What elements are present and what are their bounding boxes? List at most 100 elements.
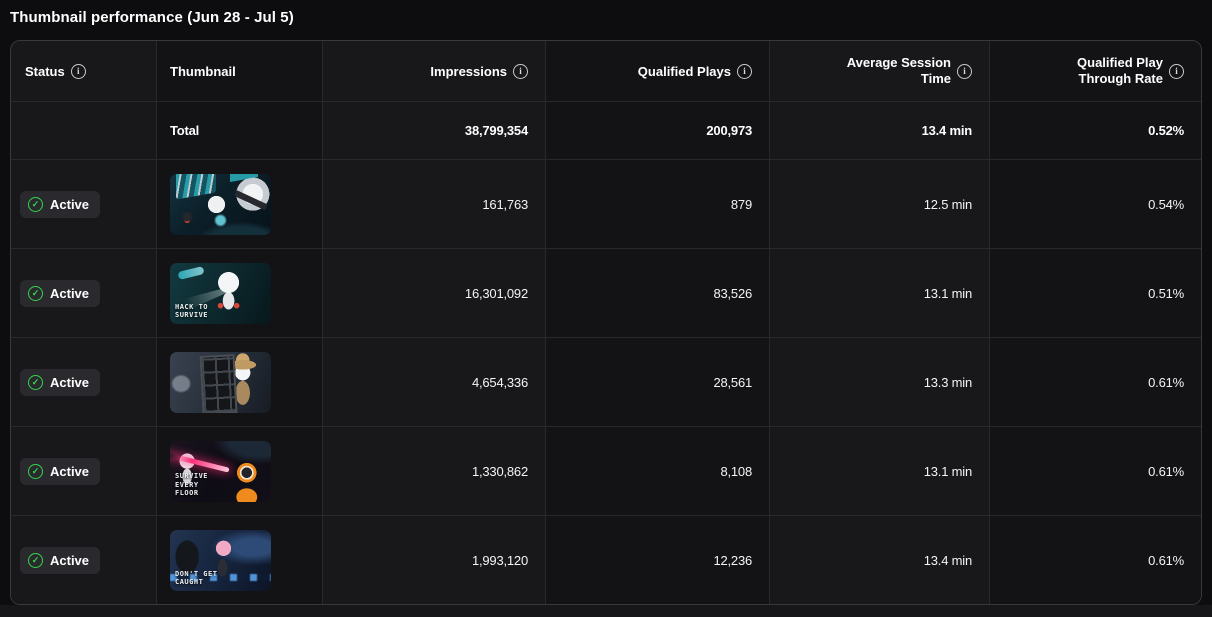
status-badge: ✓ Active — [20, 190, 101, 218]
status-badge: ✓ Active — [20, 368, 101, 396]
total-row: Total 38,799,354 200,973 13.4 min 0.52% — [11, 101, 1201, 159]
avg-session-time-cell: 13.1 min — [769, 249, 989, 337]
qptr-cell: 0.51% — [989, 249, 1201, 337]
avg-session-time-cell: 13.3 min — [769, 338, 989, 426]
header-qptr: Qualified Play Through Rate i — [989, 41, 1201, 101]
thumbnail-cell: DON'T GET CAUGHT — [156, 516, 322, 604]
total-avg-session-time-cell: 13.4 min — [769, 102, 989, 159]
table-row: ✓ Active HACK TO SURVIVE 16,301,092 83,5… — [11, 248, 1201, 337]
page-title: Thumbnail performance (Jun 28 - Jul 5) — [10, 9, 294, 26]
page-background-strip — [0, 605, 1212, 617]
header-thumbnail: Thumbnail — [156, 41, 322, 101]
thumbnail-title-text: DON'T GET CAUGHT — [175, 569, 218, 587]
status-cell: ✓ Active — [11, 516, 156, 604]
qualified-plays-cell: 12,236 — [545, 516, 769, 604]
check-circle-icon: ✓ — [28, 374, 43, 390]
info-icon[interactable]: i — [957, 63, 972, 79]
qptr-value: 0.54% — [1148, 196, 1184, 212]
impressions-value: 1,330,862 — [471, 463, 528, 479]
status-cell: ✓ Active — [11, 338, 156, 426]
total-qualified-plays-cell: 200,973 — [545, 102, 769, 159]
qualified-plays-cell: 8,108 — [545, 427, 769, 515]
qptr-cell: 0.61% — [989, 338, 1201, 426]
status-cell: ✓ Active — [11, 427, 156, 515]
table-row: ✓ Active SURVIVE EVERY FLOOR 1,330,862 8… — [11, 426, 1201, 515]
status-cell: ✓ Active — [11, 249, 156, 337]
avg-session-time-value: 13.1 min — [923, 463, 972, 479]
thumbnail-cell — [156, 338, 322, 426]
info-icon[interactable]: i — [70, 63, 86, 79]
qptr-cell: 0.54% — [989, 160, 1201, 248]
check-circle-icon: ✓ — [28, 285, 43, 301]
avg-session-time-value: 13.4 min — [923, 552, 972, 568]
qptr-value: 0.61% — [1148, 463, 1184, 479]
table-row: ✓ Active 4,654,336 28,561 13.3 min 0.61% — [11, 337, 1201, 426]
impressions-value: 16,301,092 — [464, 285, 528, 301]
qptr-value: 0.51% — [1148, 285, 1184, 301]
thumbnail-image[interactable]: DON'T GET CAUGHT — [170, 529, 271, 591]
thumbnail-cell: SURVIVE EVERY FLOOR — [156, 427, 322, 515]
info-icon[interactable]: i — [513, 63, 528, 79]
impressions-value: 161,763 — [482, 196, 528, 212]
impressions-cell: 16,301,092 — [322, 249, 545, 337]
total-label-cell: Total — [156, 102, 322, 159]
status-label: Active — [50, 463, 90, 479]
header-qptr-label: Qualified Play Through Rate — [1077, 55, 1163, 86]
thumbnail-image[interactable] — [170, 351, 271, 413]
check-circle-icon: ✓ — [28, 196, 43, 212]
avg-session-time-value: 13.1 min — [923, 285, 972, 301]
avg-session-time-value: 12.5 min — [923, 196, 972, 212]
impressions-cell: 4,654,336 — [322, 338, 545, 426]
thumbnail-cell — [156, 160, 322, 248]
thumbnail-image[interactable]: SURVIVE EVERY FLOOR — [170, 440, 271, 502]
avg-session-time-cell: 13.1 min — [769, 427, 989, 515]
impressions-value: 1,993,120 — [471, 552, 528, 568]
status-label: Active — [50, 374, 90, 390]
thumbnail-image[interactable]: HACK TO SURVIVE — [170, 262, 271, 324]
status-cell: ✓ Active — [11, 160, 156, 248]
header-impressions-label: Impressions — [430, 63, 507, 79]
qptr-value: 0.61% — [1148, 374, 1184, 390]
thumbnail-title-text: HACK TO SURVIVE — [175, 302, 209, 320]
qptr-cell: 0.61% — [989, 516, 1201, 604]
info-icon[interactable]: i — [1169, 63, 1184, 79]
total-qualified-plays: 200,973 — [706, 123, 752, 138]
status-label: Active — [50, 196, 90, 212]
thumbnail-image[interactable] — [170, 173, 271, 235]
total-qptr: 0.52% — [1148, 123, 1184, 138]
table-row: ✓ Active 161,763 879 12.5 min 0.54% — [11, 159, 1201, 248]
header-qualified-plays-label: Qualified Plays — [637, 63, 731, 79]
impressions-cell: 1,993,120 — [322, 516, 545, 604]
qptr-value: 0.61% — [1148, 552, 1184, 568]
qualified-plays-cell: 28,561 — [545, 338, 769, 426]
header-status-label: Status — [25, 63, 65, 79]
total-avg-session-time: 13.4 min — [921, 123, 973, 138]
check-circle-icon: ✓ — [28, 552, 43, 568]
header-thumbnail-label: Thumbnail — [170, 63, 236, 79]
qualified-plays-value: 83,526 — [713, 285, 752, 301]
thumbnail-performance-table: Status i Thumbnail Impressions i Qualifi… — [10, 40, 1202, 605]
qualified-plays-value: 12,236 — [713, 552, 752, 568]
total-qptr-cell: 0.52% — [989, 102, 1201, 159]
table-row: ✓ Active DON'T GET CAUGHT 1,993,120 12,2… — [11, 515, 1201, 604]
avg-session-time-cell: 12.5 min — [769, 160, 989, 248]
status-label: Active — [50, 552, 90, 568]
header-status: Status i — [11, 41, 156, 101]
header-avg-session-time: Average Session Time i — [769, 41, 989, 101]
header-avg-session-time-label: Average Session Time — [846, 55, 951, 86]
qualified-plays-value: 879 — [730, 196, 752, 212]
status-badge: ✓ Active — [20, 546, 101, 574]
status-badge: ✓ Active — [20, 279, 101, 307]
table-header-row: Status i Thumbnail Impressions i Qualifi… — [11, 41, 1201, 101]
qualified-plays-cell: 83,526 — [545, 249, 769, 337]
total-impressions: 38,799,354 — [464, 123, 528, 138]
header-impressions: Impressions i — [322, 41, 545, 101]
total-impressions-cell: 38,799,354 — [322, 102, 545, 159]
thumbnail-title-text: SURVIVE EVERY FLOOR — [175, 472, 209, 498]
qptr-cell: 0.61% — [989, 427, 1201, 515]
qualified-plays-value: 8,108 — [720, 463, 752, 479]
status-label: Active — [50, 285, 90, 301]
impressions-cell: 161,763 — [322, 160, 545, 248]
info-icon[interactable]: i — [737, 63, 752, 79]
status-badge: ✓ Active — [20, 457, 101, 485]
